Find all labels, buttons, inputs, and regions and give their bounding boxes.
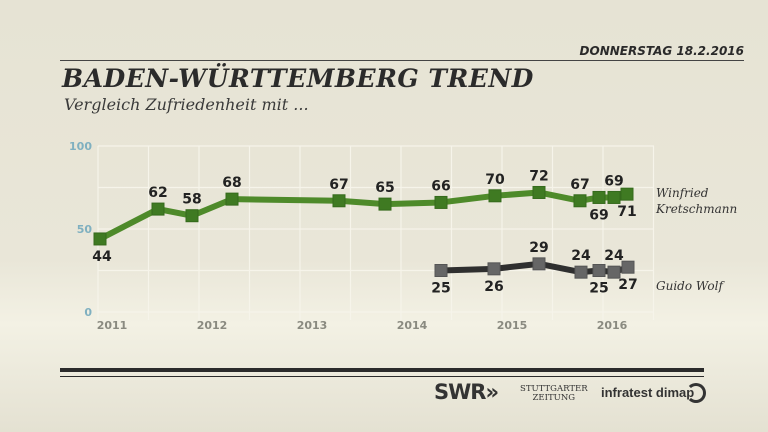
y-tick-label: 100 bbox=[69, 140, 92, 153]
data-point bbox=[487, 262, 501, 276]
data-label: 68 bbox=[222, 175, 241, 191]
logo-line: ZEITUNG bbox=[532, 393, 576, 403]
data-point bbox=[621, 260, 635, 274]
data-point bbox=[225, 192, 239, 206]
data-label: 58 bbox=[182, 192, 201, 208]
subtitle: Vergleich Zufriedenheit mit ... bbox=[64, 95, 309, 114]
data-label: 67 bbox=[329, 177, 348, 193]
y-tick-label: 0 bbox=[84, 306, 92, 319]
series-line-kretschmann bbox=[98, 189, 628, 242]
data-label: 62 bbox=[148, 185, 167, 201]
data-point bbox=[488, 189, 502, 203]
data-label: 29 bbox=[529, 240, 548, 256]
data-point bbox=[151, 202, 165, 216]
data-label: 25 bbox=[589, 281, 608, 297]
data-point bbox=[592, 264, 606, 277]
x-tick-label: 2013 bbox=[297, 319, 328, 332]
data-label: 65 bbox=[375, 180, 394, 196]
data-point bbox=[573, 194, 587, 208]
data-label: 25 bbox=[431, 281, 450, 297]
legend-label: Winfried bbox=[656, 186, 709, 200]
data-label: 66 bbox=[431, 178, 450, 194]
x-tick-label: 2011 bbox=[97, 319, 128, 332]
date-label: DONNERSTAG 18.2.2016 bbox=[579, 44, 744, 58]
data-label: 27 bbox=[618, 277, 637, 293]
data-point bbox=[185, 209, 199, 223]
data-label: 71 bbox=[617, 204, 636, 220]
stuttgarter-zeitung-logo: STUTTGARTER ZEITUNG bbox=[520, 385, 588, 403]
data-label: 69 bbox=[589, 207, 608, 223]
divider bbox=[60, 368, 704, 372]
swr-arrows-icon: » bbox=[485, 380, 499, 404]
data-point bbox=[532, 185, 546, 199]
data-label: 24 bbox=[571, 248, 591, 264]
legend-label: Kretschmann bbox=[655, 202, 737, 216]
data-point bbox=[620, 187, 634, 201]
data-label: 44 bbox=[92, 249, 112, 265]
divider bbox=[60, 60, 744, 61]
swr-logo: SWR» bbox=[434, 380, 499, 404]
x-tick-label: 2016 bbox=[597, 319, 628, 332]
divider bbox=[60, 376, 704, 377]
data-point bbox=[607, 265, 621, 279]
x-tick-label: 2015 bbox=[497, 319, 528, 332]
data-label: 72 bbox=[529, 168, 548, 184]
data-point bbox=[93, 232, 107, 246]
data-point bbox=[332, 194, 346, 208]
infratest-icon bbox=[686, 383, 706, 403]
data-point bbox=[532, 257, 546, 271]
y-tick-label: 50 bbox=[77, 223, 93, 236]
data-point bbox=[434, 195, 448, 209]
data-point bbox=[378, 197, 392, 211]
data-point bbox=[574, 265, 588, 279]
data-label: 70 bbox=[485, 172, 505, 188]
data-label: 69 bbox=[604, 173, 623, 189]
x-tick-label: 2014 bbox=[397, 319, 428, 332]
data-label: 26 bbox=[484, 279, 503, 295]
x-tick-label: 2012 bbox=[197, 319, 228, 332]
data-point bbox=[592, 190, 606, 204]
legend-label: Guido Wolf bbox=[656, 279, 725, 293]
swr-text: SWR bbox=[434, 380, 486, 404]
data-label: 24 bbox=[604, 248, 624, 264]
data-point bbox=[434, 264, 448, 277]
infratest-dimap-logo: infratest dimap bbox=[601, 385, 695, 400]
data-label: 67 bbox=[570, 177, 589, 193]
logo-line: STUTTGARTER bbox=[520, 384, 588, 394]
page-title: BADEN-WÜRTTEMBERG TREND bbox=[62, 64, 534, 93]
data-point bbox=[607, 190, 621, 204]
